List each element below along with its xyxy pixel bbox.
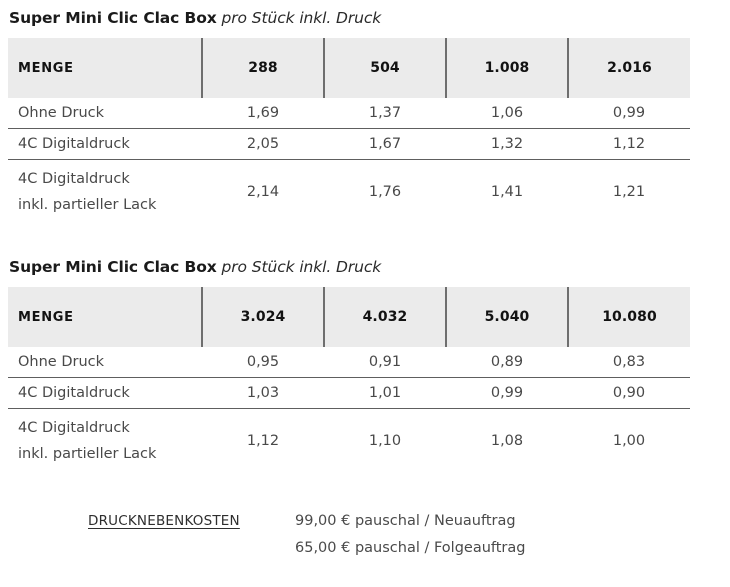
row-label: 4C Digitaldruck (8, 377, 202, 409)
row-value: 1,76 (324, 159, 446, 223)
row-label-line-1: 4C Digitaldruck (18, 420, 130, 436)
row-value: 0,90 (568, 377, 690, 409)
row-label: Ohne Druck (8, 98, 202, 129)
row-label-line-2: inkl. partieller Lack (18, 446, 157, 462)
table-header-row: MENGE 3.024 4.032 5.040 10.080 (8, 287, 690, 347)
header-cell-qty-3: 1.008 (445, 38, 568, 98)
price-table-1-head: MENGE 288 504 1.008 2.016 (8, 38, 690, 98)
table-row: Ohne Druck 1,69 1,37 1,06 0,99 (8, 98, 690, 129)
table-header-row: MENGE 288 504 1.008 2.016 (8, 38, 690, 98)
header-cell-menge: MENGE (8, 287, 202, 347)
row-label-line-2: inkl. partieller Lack (18, 197, 157, 213)
row-value: 1,67 (324, 128, 446, 160)
table-title-2-subtitle: pro Stück inkl. Druck (221, 258, 382, 276)
header-cell-qty-2: 4.032 (323, 287, 446, 347)
note-value: 65,00 € pauschal / Folgeauftrag (295, 540, 526, 556)
row-value: 0,99 (446, 377, 568, 409)
row-value: 1,41 (446, 159, 568, 223)
row-value: 1,00 (568, 408, 690, 472)
row-value: 1,37 (324, 98, 446, 129)
row-value: 0,89 (446, 347, 568, 378)
row-value: 2,14 (202, 159, 324, 223)
row-value: 1,32 (446, 128, 568, 160)
price-table-section-2: Super Mini Clic Clac Box pro Stück inkl.… (8, 257, 690, 472)
table-title-2-product: Super Mini Clic Clac Box (9, 258, 217, 276)
row-value: 0,91 (324, 347, 446, 378)
header-cell-qty-1: 3.024 (201, 287, 324, 347)
header-cell-menge: MENGE (8, 38, 202, 98)
price-table-2-body: Ohne Druck 0,95 0,91 0,89 0,83 4C Digita… (8, 347, 690, 472)
header-cell-qty-3: 5.040 (445, 287, 568, 347)
row-value: 0,95 (202, 347, 324, 378)
row-value: 1,12 (202, 408, 324, 472)
row-value: 1,03 (202, 377, 324, 409)
table-row: 4C Digitaldruck 2,05 1,67 1,32 1,12 (8, 128, 690, 160)
price-table-1: MENGE 288 504 1.008 2.016 Ohne Druck 1,6… (8, 38, 690, 223)
row-value: 1,21 (568, 159, 690, 223)
note-row: 65,00 € pauschal / Folgeauftrag (88, 535, 688, 562)
table-row: 4C Digitaldruck inkl. partieller Lack 2,… (8, 159, 690, 223)
note-value: 99,00 € pauschal / Neuauftrag (295, 513, 516, 529)
note-row: DRUCKNEBENKOSTEN 99,00 € pauschal / Neua… (88, 508, 688, 535)
row-value: 0,83 (568, 347, 690, 378)
additional-costs-notes: DRUCKNEBENKOSTEN 99,00 € pauschal / Neua… (88, 508, 688, 562)
table-title-1: Super Mini Clic Clac Box pro Stück inkl.… (9, 8, 690, 28)
table-row: 4C Digitaldruck inkl. partieller Lack 1,… (8, 408, 690, 472)
row-label: 4C Digitaldruck inkl. partieller Lack (8, 159, 202, 223)
header-cell-qty-4: 10.080 (567, 287, 690, 347)
row-value: 1,69 (202, 98, 324, 129)
header-cell-qty-4: 2.016 (567, 38, 690, 98)
row-value: 1,10 (324, 408, 446, 472)
row-value: 1,01 (324, 377, 446, 409)
row-label: Ohne Druck (8, 347, 202, 378)
table-title-2: Super Mini Clic Clac Box pro Stück inkl.… (9, 257, 690, 277)
price-table-2-head: MENGE 3.024 4.032 5.040 10.080 (8, 287, 690, 347)
row-label: 4C Digitaldruck (8, 128, 202, 160)
row-value: 2,05 (202, 128, 324, 160)
row-value: 1,12 (568, 128, 690, 160)
table-row: Ohne Druck 0,95 0,91 0,89 0,83 (8, 347, 690, 378)
header-cell-qty-1: 288 (201, 38, 324, 98)
row-label: 4C Digitaldruck inkl. partieller Lack (8, 408, 202, 472)
price-table-1-body: Ohne Druck 1,69 1,37 1,06 0,99 4C Digita… (8, 98, 690, 223)
header-cell-qty-2: 504 (323, 38, 446, 98)
price-table-2: MENGE 3.024 4.032 5.040 10.080 Ohne Druc… (8, 287, 690, 472)
row-value: 0,99 (568, 98, 690, 129)
row-value: 1,08 (446, 408, 568, 472)
table-title-1-product: Super Mini Clic Clac Box (9, 9, 217, 27)
row-label-line-1: 4C Digitaldruck (18, 171, 130, 187)
note-label-drucknebenkosten: DRUCKNEBENKOSTEN (88, 513, 240, 529)
table-row: 4C Digitaldruck 1,03 1,01 0,99 0,90 (8, 377, 690, 409)
row-value: 1,06 (446, 98, 568, 129)
price-table-section-1: Super Mini Clic Clac Box pro Stück inkl.… (8, 8, 690, 223)
table-title-1-subtitle: pro Stück inkl. Druck (221, 9, 382, 27)
